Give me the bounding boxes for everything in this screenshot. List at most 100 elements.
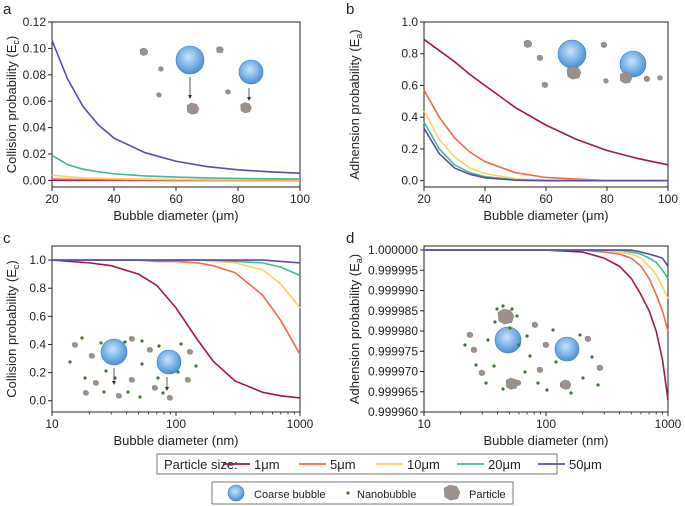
coarse-bubble-icon [619, 50, 647, 78]
particle-icon [225, 89, 231, 95]
y-tick-label: 0.12 [23, 15, 47, 29]
particle-icon [128, 376, 136, 383]
panel-d: 10 100 1000 0.999960 0.999965 0.999970 0.99997… [347, 243, 682, 448]
nanobubble-icon [578, 333, 582, 337]
x-tick-label: 40 [107, 192, 121, 206]
particle-icon [657, 75, 663, 81]
y-tick-label: 0.0 [401, 174, 418, 188]
x-axis-label: Bubble diameter (nm) [484, 433, 609, 448]
nanobubble-icon [590, 355, 594, 359]
x-tick-label: 80 [600, 192, 614, 206]
x-tick-label: 20 [417, 192, 431, 206]
x-tick-label: 100 [658, 192, 678, 206]
particle-icon [596, 364, 604, 371]
nanobubble-icon [157, 344, 161, 348]
particle-icon [443, 484, 461, 501]
arrowhead-icon [165, 387, 169, 391]
x-axis-label: Bubble diameter (μm) [113, 208, 238, 223]
particle-icon [478, 369, 486, 376]
nanobubble-icon [569, 391, 573, 395]
particle-icon [88, 352, 96, 359]
particle-icon [92, 379, 100, 386]
panel-b: 20 40 60 80 100 0.0 0.2 0.4 0.6 0.8 1.0 Bubble diam… [347, 15, 678, 223]
particle-icon [536, 366, 544, 373]
arrowhead-icon [112, 381, 116, 385]
nanobubble-icon [126, 390, 130, 394]
x-tick-label: 1000 [655, 417, 682, 431]
x-tick-label: 100 [290, 192, 310, 206]
nanobubble-icon [83, 376, 87, 380]
particle-icon [128, 335, 136, 342]
legend-label: 10μm [407, 457, 440, 472]
nanobubble-icon [140, 339, 144, 343]
nanobubble-icon [179, 342, 183, 346]
illustration-coarse-bubbles-a [139, 45, 264, 115]
coarse-bubble-icon [156, 349, 182, 375]
symbol-legend: Coarse bubble Nanobubble Particle [211, 481, 514, 505]
y-tick-label: 0.999980 [368, 324, 418, 338]
symbol-label-particle: Particle [469, 489, 506, 501]
particle-icon [146, 346, 154, 353]
particle-icon [584, 335, 592, 342]
nanobubble-icon [495, 307, 499, 311]
y-tick-label: 0.6 [29, 309, 46, 323]
y-tick-label: 0.999960 [368, 405, 418, 419]
y-axis-label: Collision probability (Ec) [4, 36, 21, 173]
series-line-1μm [424, 249, 669, 400]
nanobubble-icon [554, 360, 558, 364]
nanobubble-icon [99, 341, 103, 345]
x-tick-label: 1000 [287, 417, 314, 431]
y-tick-label: 0.999975 [368, 344, 418, 358]
nanobubble-icon [80, 336, 84, 340]
nanobubble-icon [536, 381, 540, 385]
y-tick-label: 0.06 [23, 94, 47, 108]
particle-icon [115, 392, 123, 399]
particle-icon [158, 66, 164, 72]
nanobubble-icon [138, 395, 142, 399]
symbol-label-coarse-bubble: Coarse bubble [254, 489, 326, 501]
particle-icon [541, 81, 549, 88]
series-line-5μm [424, 249, 669, 332]
y-tick-label: 0.999970 [368, 365, 418, 379]
nanobubble-icon [501, 387, 505, 391]
particle-icon [156, 92, 162, 98]
y-tick-label: 1.0 [29, 253, 46, 267]
particle-icon [643, 75, 651, 82]
series-line-20μm [423, 121, 668, 182]
y-tick-label: 0.00 [23, 173, 47, 187]
particle-icon [184, 376, 192, 383]
nanobubble-icon [123, 340, 127, 344]
panel-c: 10 100 1000 0.0 0.2 0.4 0.6 0.8 1.0 Bubble diamet… [4, 245, 314, 448]
particle-icon [470, 346, 478, 353]
y-tick-label: 0.8 [29, 281, 46, 295]
y-tick-label: 0.999985 [368, 304, 418, 318]
particle-icon [619, 71, 633, 84]
nanobubble-icon [156, 376, 160, 380]
y-tick-label: 0.08 [23, 68, 47, 82]
plot-frame [423, 245, 669, 413]
particle-icon [166, 394, 174, 401]
nanobubble-icon [492, 364, 496, 368]
illustration-nanobubbles-c [68, 335, 198, 401]
series-line-1μm [423, 38, 669, 166]
y-tick-label: 0.10 [23, 41, 47, 55]
nanobubble-icon [463, 343, 467, 347]
y-axis-label: Collision probability (Ec) [4, 260, 21, 397]
particle-icon [240, 102, 252, 114]
x-axis-label: Bubble diameter (nm) [114, 433, 239, 448]
particle-icon [466, 331, 474, 338]
y-tick-label: 0.8 [401, 47, 418, 61]
nanobubble-icon [194, 364, 198, 368]
nanobubble-icon [596, 383, 600, 387]
legend-label: 20μm [488, 457, 521, 472]
illustration-coarse-bubbles-b [523, 39, 663, 88]
particle-icon [531, 321, 539, 328]
nanobubble-icon [68, 360, 72, 364]
legend-entries: 1μm 5μm 10μm 20μm 50μm [223, 457, 602, 472]
y-tick-label: 1.0 [401, 15, 418, 29]
x-tick-label: 10 [417, 417, 431, 431]
nanobubble-icon [176, 370, 180, 374]
nanobubble-icon [525, 334, 529, 338]
coarse-bubble-icon [494, 326, 522, 354]
series-line-10μm [424, 249, 669, 299]
